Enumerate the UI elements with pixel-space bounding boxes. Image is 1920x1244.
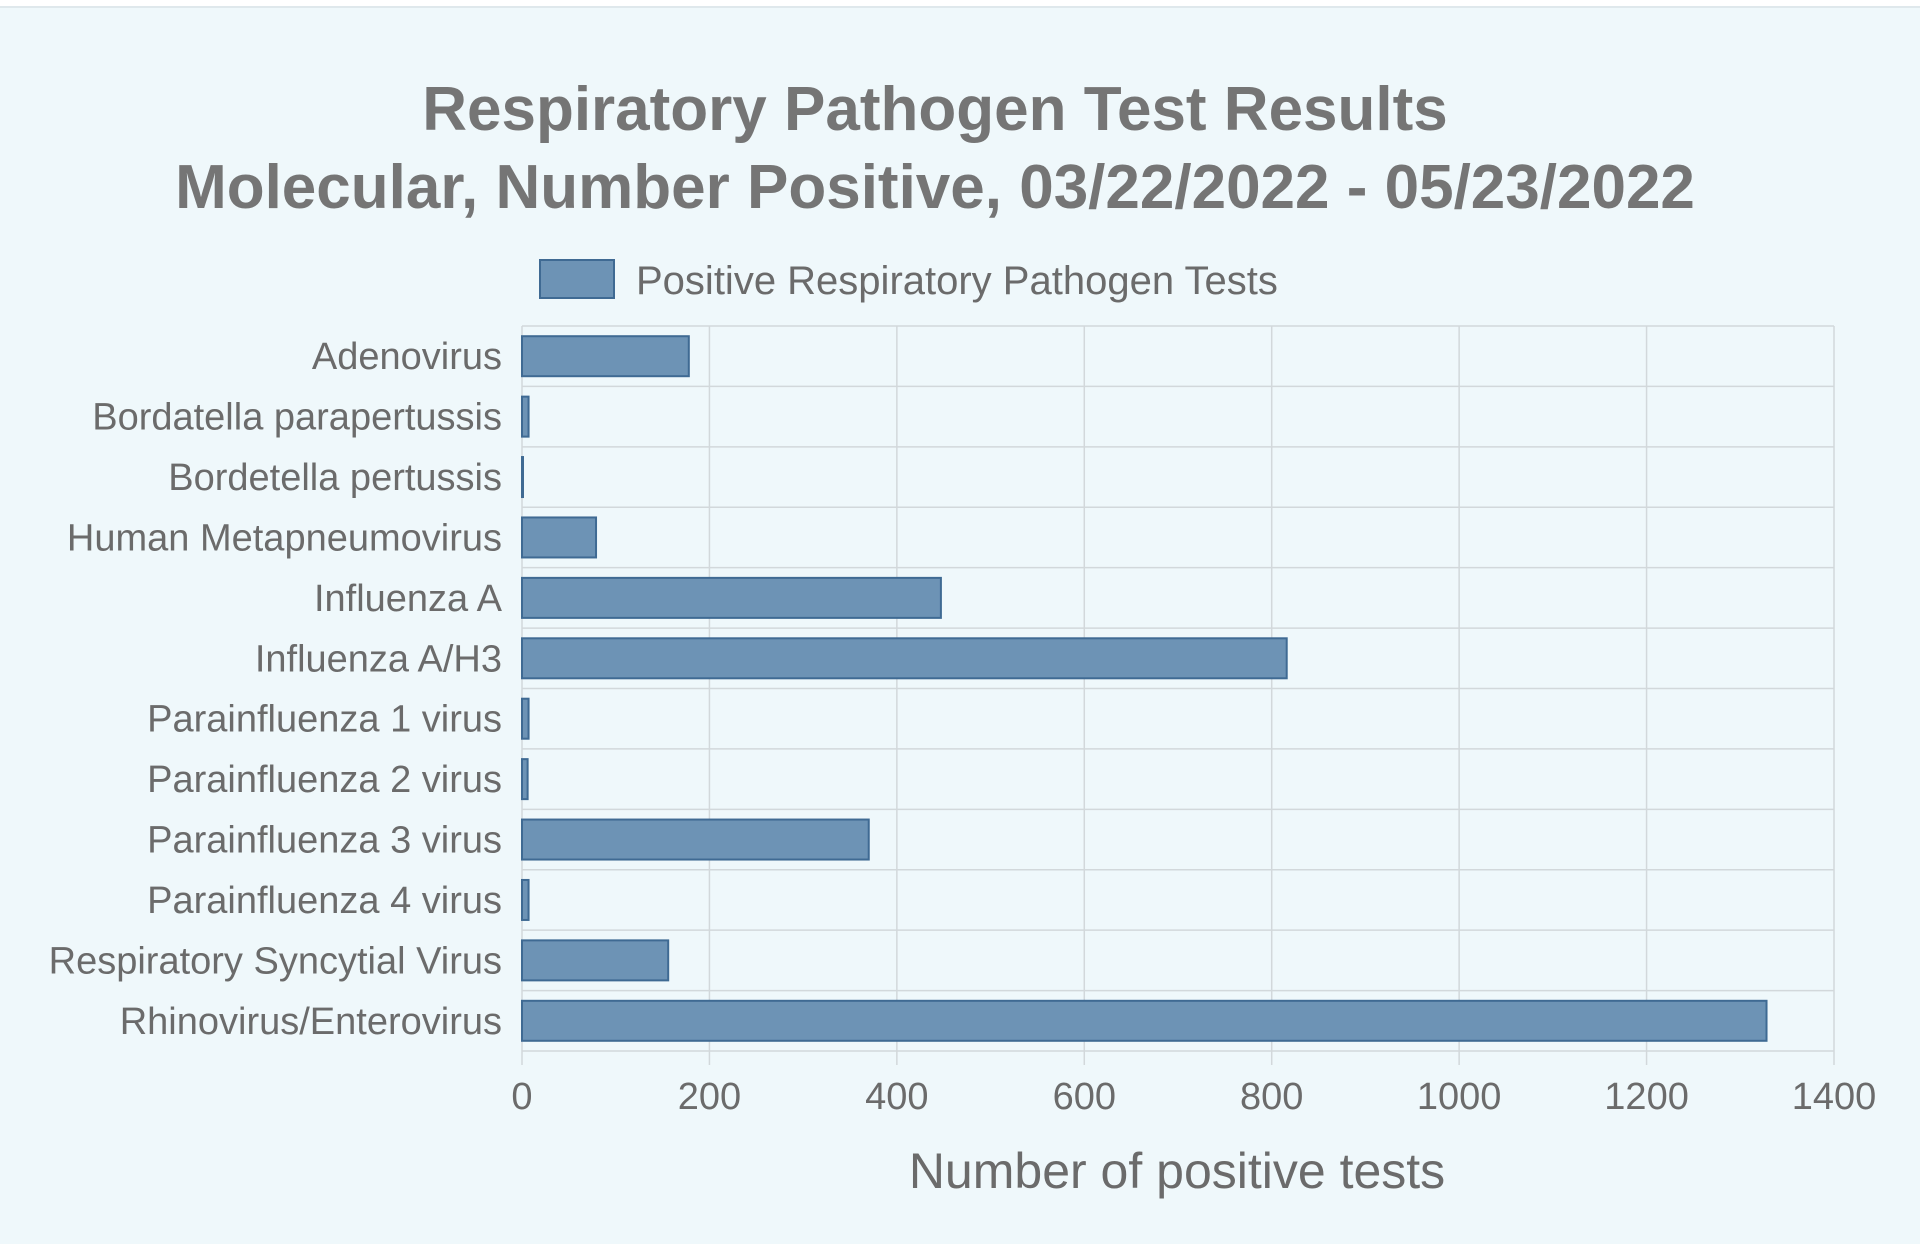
x-axis-title: Number of positive tests [909, 1143, 1445, 1199]
bars [521, 335, 1768, 1042]
category-label: Parainfluenza 4 virus [147, 880, 502, 922]
category-label: Influenza A [314, 578, 503, 620]
bar[interactable] [521, 999, 1768, 1042]
x-tick-label: 1200 [1604, 1076, 1689, 1118]
bar-chart: Respiratory Pathogen Test Results Molecu… [49, 75, 1877, 1199]
category-label: Human Metapneumovirus [67, 517, 502, 559]
category-label: Respiratory Syncytial Virus [49, 940, 502, 982]
category-label: Rhinovirus/Enterovirus [120, 1001, 502, 1043]
bar[interactable] [521, 335, 690, 378]
x-tick-label: 0 [511, 1076, 532, 1118]
bar[interactable] [521, 516, 598, 559]
category-label: Parainfluenza 2 virus [147, 759, 502, 801]
category-label: Bordatella parapertussis [92, 397, 502, 439]
legend-swatch [539, 259, 615, 299]
bar[interactable] [521, 818, 870, 861]
legend-label: Positive Respiratory Pathogen Tests [636, 259, 1278, 303]
category-label: Influenza A/H3 [255, 638, 502, 680]
bar[interactable] [521, 456, 524, 499]
bar[interactable] [521, 576, 942, 619]
category-label: Adenovirus [312, 336, 502, 378]
bar[interactable] [521, 758, 529, 801]
legend[interactable]: Positive Respiratory Pathogen Tests [539, 259, 1278, 303]
bar[interactable] [521, 939, 670, 982]
bar[interactable] [521, 637, 1288, 680]
x-tick-label: 200 [678, 1076, 741, 1118]
category-label: Parainfluenza 3 virus [147, 820, 502, 862]
category-labels: Adenovirus Bordatella parapertussis Bordet… [49, 336, 503, 1043]
chart-title-line-1: Respiratory Pathogen Test Results [422, 75, 1448, 144]
bar[interactable] [521, 395, 530, 438]
x-tick-labels: 0 200 400 600 800 1000 1200 1400 [511, 1076, 1876, 1118]
category-label: Parainfluenza 1 virus [147, 699, 502, 741]
bar[interactable] [521, 878, 530, 921]
chart-title-line-2: Molecular, Number Positive, 03/22/2022 -… [175, 153, 1695, 222]
chart-panel: Respiratory Pathogen Test Results Molecu… [0, 6, 1920, 1244]
x-tick-label: 1000 [1417, 1076, 1502, 1118]
x-tick-label: 1400 [1792, 1076, 1877, 1118]
grid [521, 325, 1835, 1065]
x-tick-label: 400 [865, 1076, 928, 1118]
bar[interactable] [521, 697, 530, 740]
x-tick-label: 800 [1240, 1076, 1303, 1118]
x-tick-label: 600 [1053, 1076, 1116, 1118]
category-label: Bordetella pertussis [168, 457, 502, 499]
